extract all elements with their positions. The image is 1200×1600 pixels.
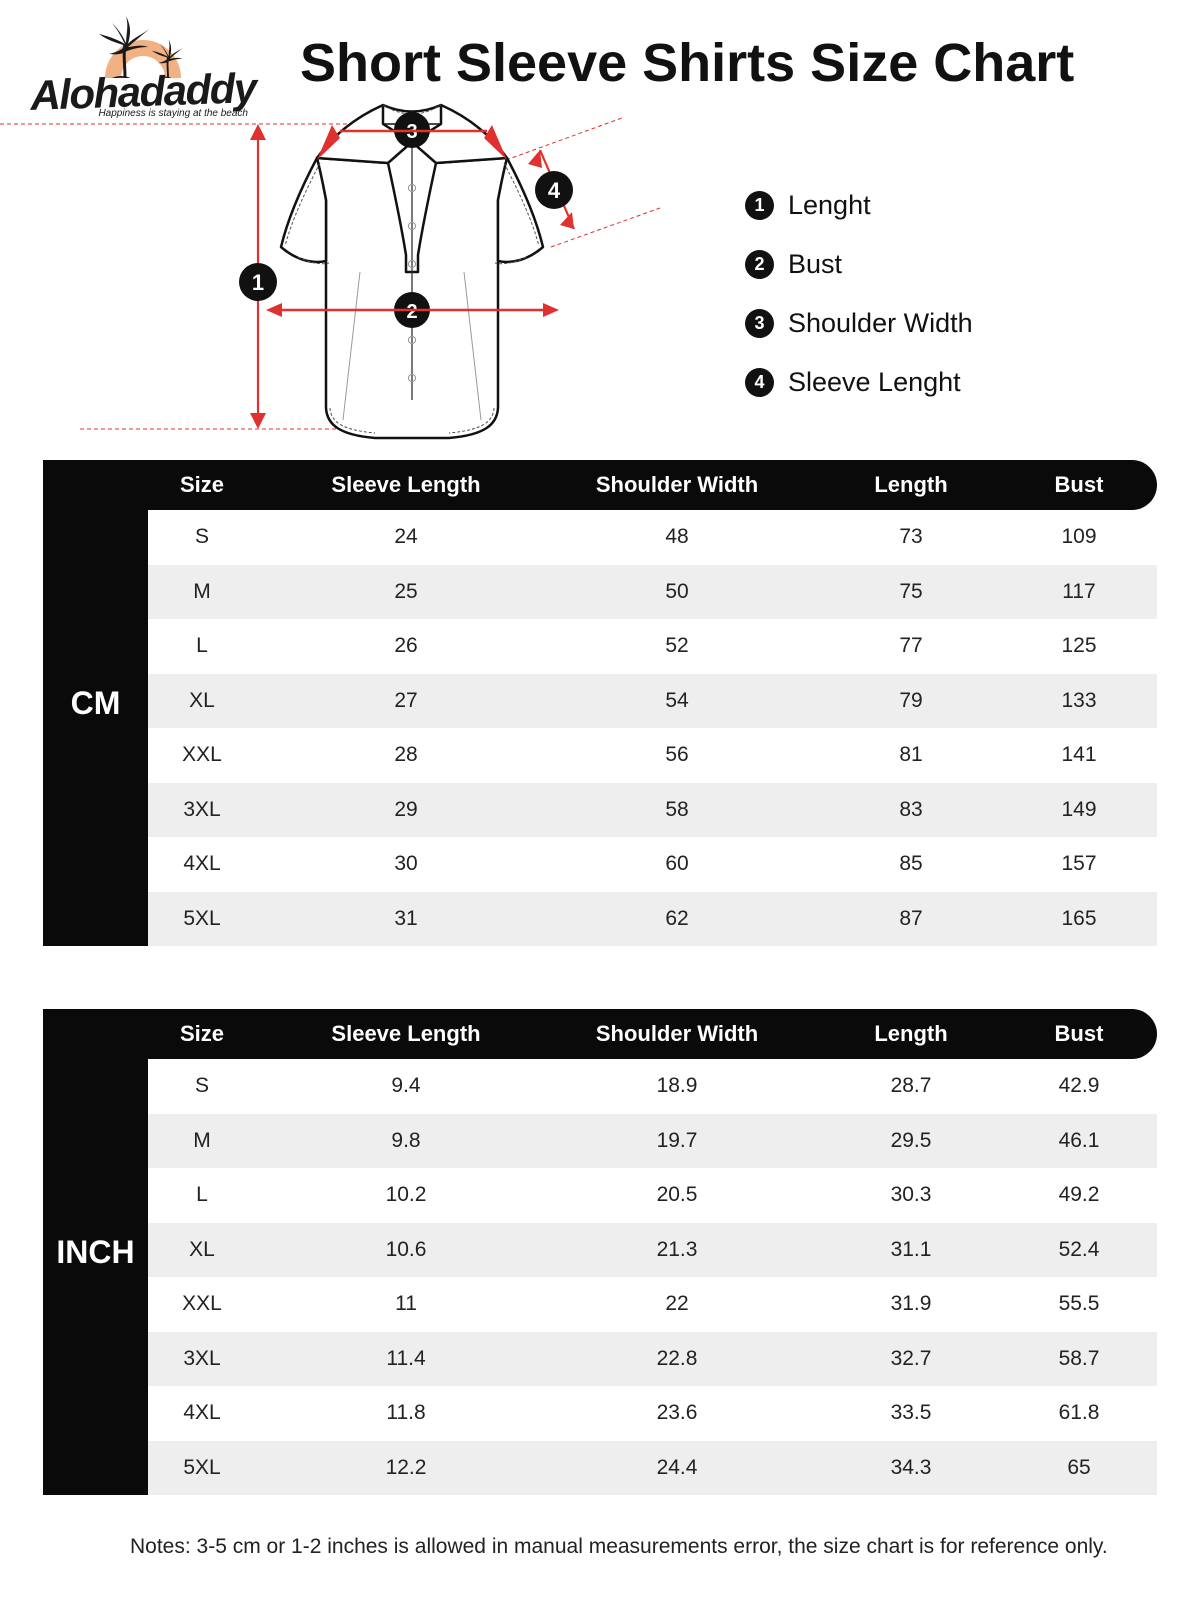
svg-text:4: 4 — [548, 178, 561, 203]
svg-text:1: 1 — [252, 270, 264, 295]
svg-text:2: 2 — [406, 301, 417, 323]
